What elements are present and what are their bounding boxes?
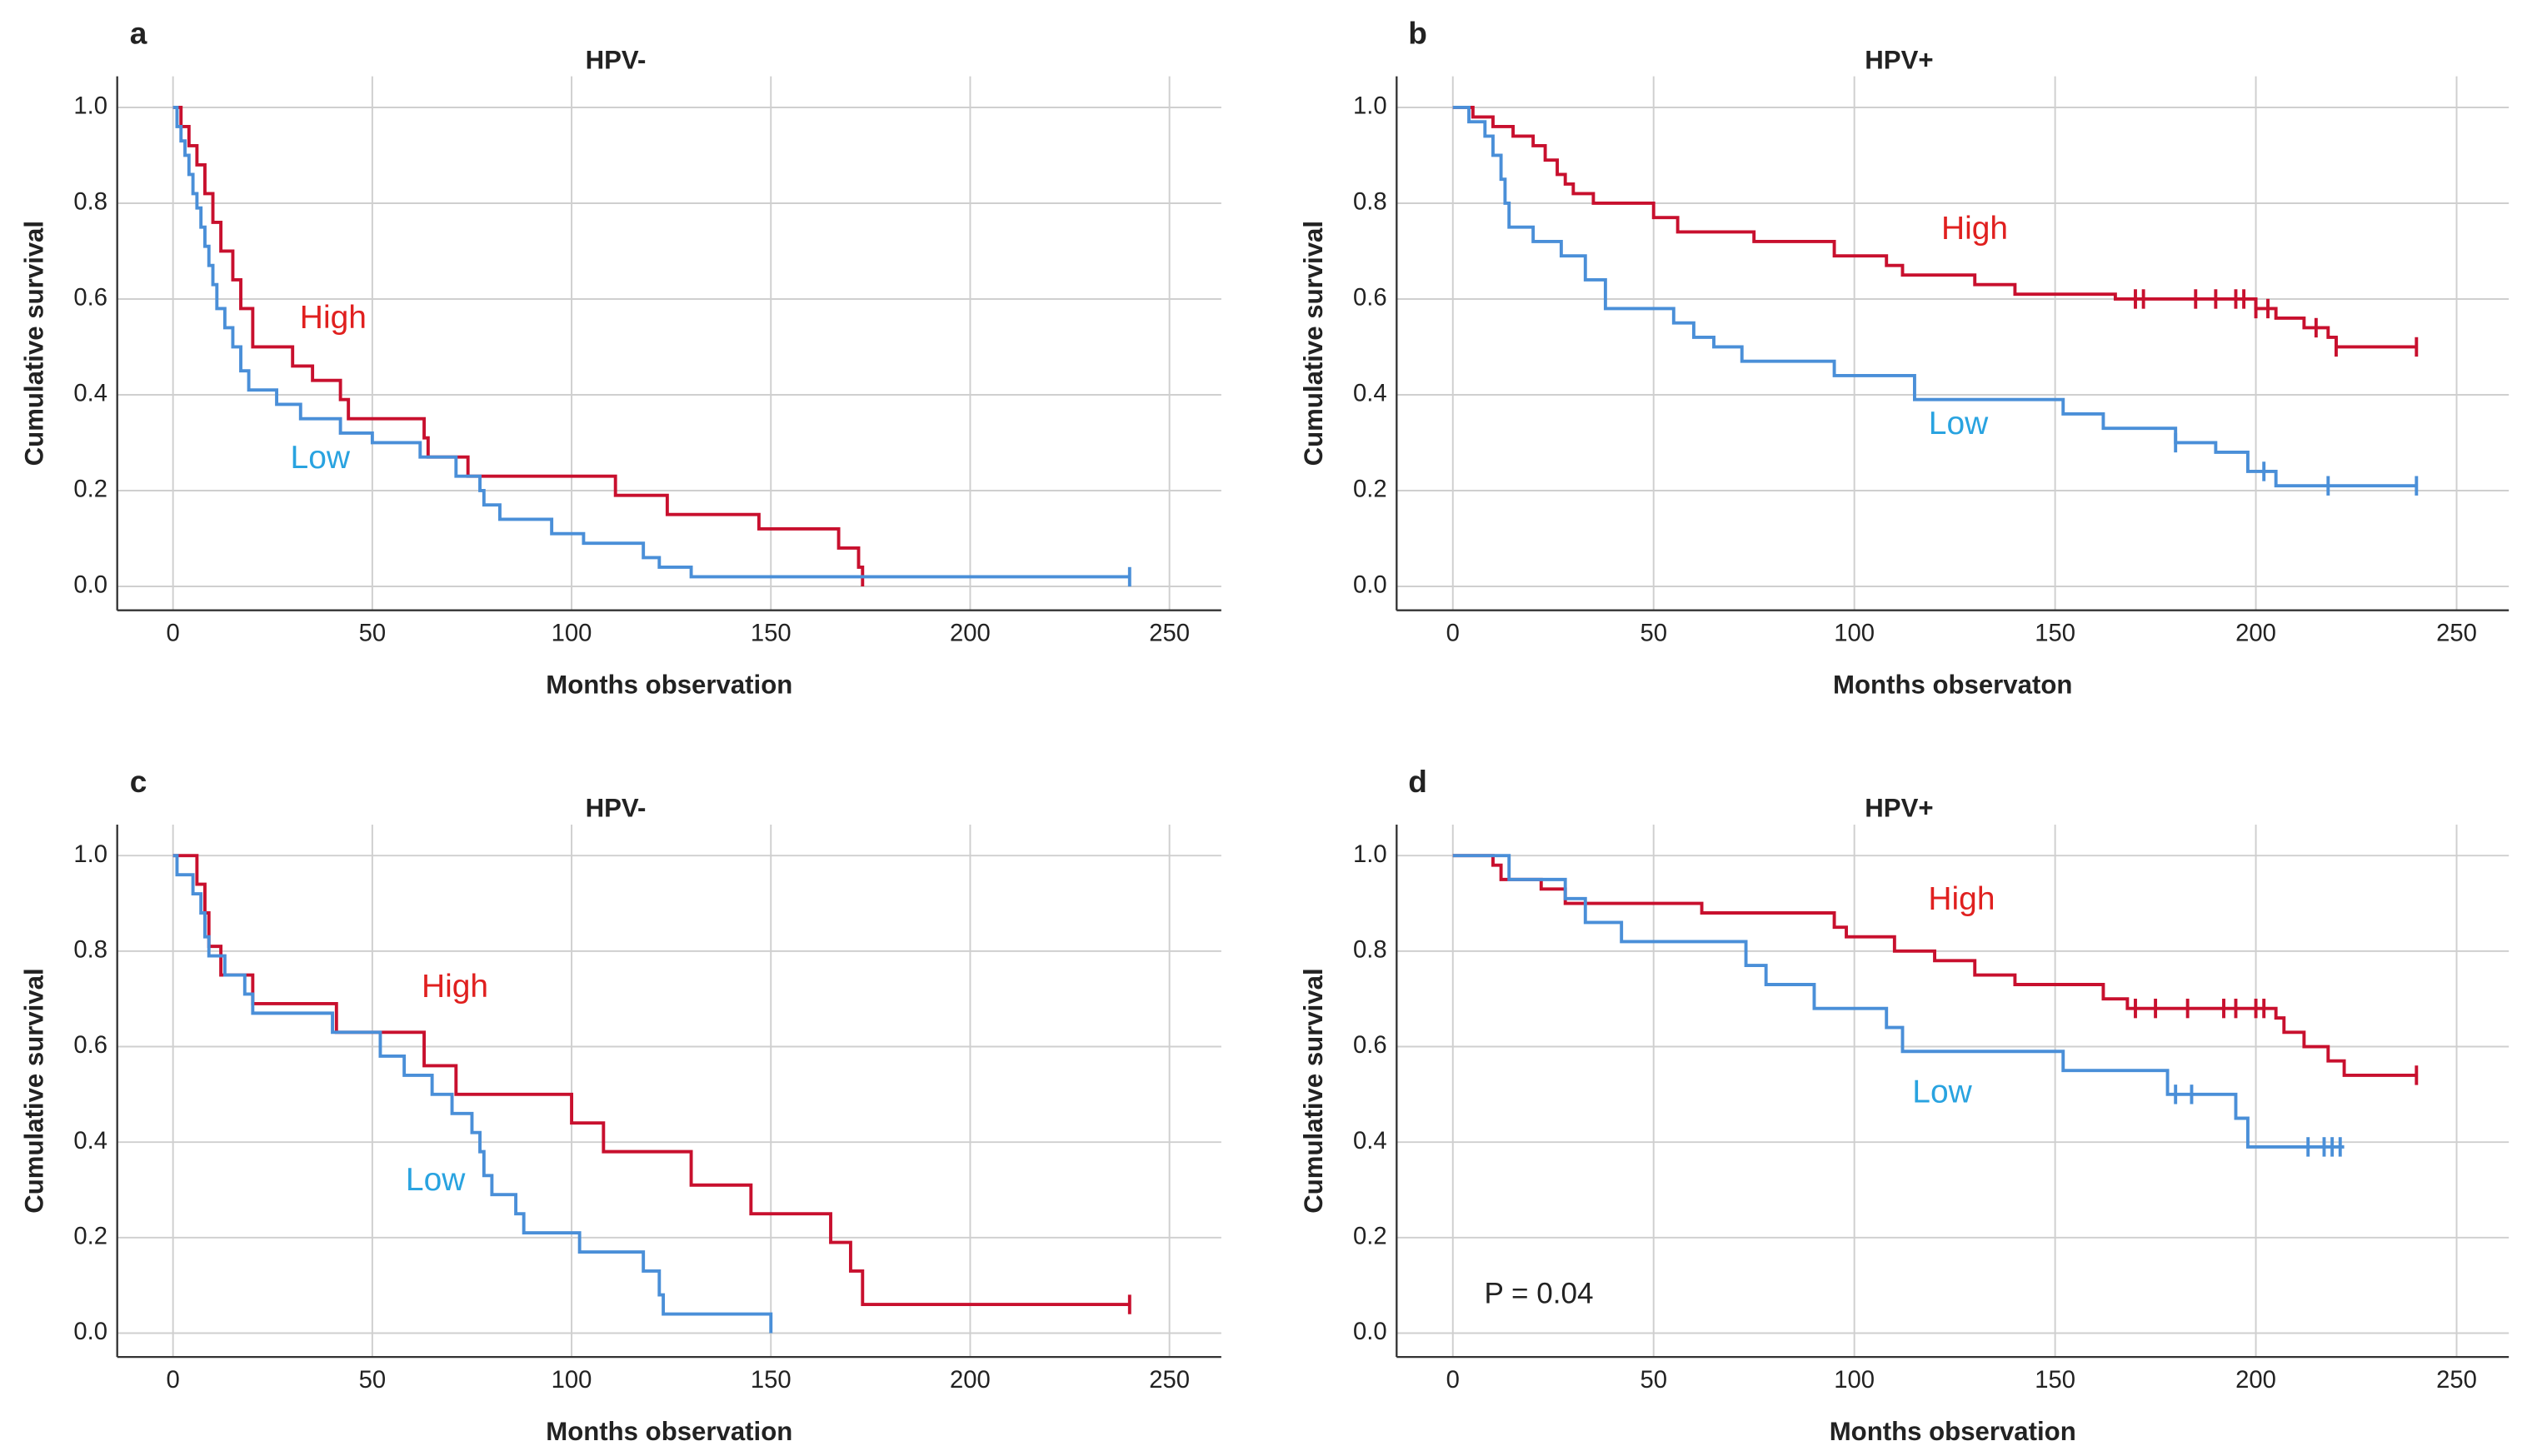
y-axis-label: Cumulative survival bbox=[1299, 968, 1328, 1213]
x-tick-label: 200 bbox=[2235, 621, 2276, 647]
y-tick-label: 0.2 bbox=[1353, 1224, 1387, 1250]
survival-curve bbox=[172, 106, 1130, 579]
series-label: High bbox=[1941, 211, 2008, 247]
y-axis-label: Cumulative survival bbox=[20, 221, 49, 466]
y-tick-label: 0.6 bbox=[1353, 285, 1387, 312]
survival-curve bbox=[172, 854, 1130, 1307]
y-axis-label: Cumulative survival bbox=[20, 968, 49, 1213]
y-tick-label: 0.8 bbox=[73, 937, 107, 964]
y-tick-label: 1.0 bbox=[73, 93, 107, 120]
x-tick-label: 200 bbox=[950, 1367, 991, 1394]
y-tick-label: 0.0 bbox=[1353, 572, 1387, 599]
y-tick-label: 0.8 bbox=[73, 189, 107, 216]
series-label: Low bbox=[1929, 406, 1989, 441]
x-tick-label: 50 bbox=[359, 621, 387, 647]
chart-title: HPV- bbox=[586, 45, 647, 74]
y-tick-label: 0.2 bbox=[73, 476, 107, 503]
y-tick-label: 0.6 bbox=[73, 1032, 107, 1059]
y-tick-label: 0.4 bbox=[73, 381, 107, 407]
y-tick-label: 0.8 bbox=[1353, 189, 1387, 216]
survival-curve bbox=[1452, 106, 2417, 349]
y-tick-label: 1.0 bbox=[1353, 841, 1387, 868]
x-tick-label: 100 bbox=[552, 1367, 592, 1394]
y-tick-label: 0.2 bbox=[1353, 476, 1387, 503]
x-tick-label: 250 bbox=[2436, 1367, 2477, 1394]
x-tick-label: 50 bbox=[359, 1367, 387, 1394]
y-tick-label: 0.0 bbox=[1353, 1319, 1387, 1345]
x-tick-label: 200 bbox=[950, 621, 991, 647]
y-tick-label: 0.4 bbox=[1353, 1128, 1387, 1154]
x-tick-label: 100 bbox=[1834, 621, 1875, 647]
x-tick-label: 150 bbox=[751, 1367, 792, 1394]
y-tick-label: 0.0 bbox=[73, 572, 107, 599]
y-tick-label: 0.6 bbox=[1353, 1032, 1387, 1059]
panel-letter: c bbox=[130, 764, 147, 799]
x-tick-label: 250 bbox=[1149, 621, 1190, 647]
x-axis-label: Months observaton bbox=[1833, 671, 2072, 700]
y-tick-label: 0.0 bbox=[73, 1319, 107, 1345]
chart-title: HPV+ bbox=[1865, 45, 1933, 74]
series-label: High bbox=[1928, 881, 1995, 917]
x-tick-label: 150 bbox=[2035, 621, 2075, 647]
x-tick-label: 0 bbox=[167, 621, 180, 647]
x-axis-label: Months observation bbox=[546, 671, 792, 700]
x-axis-label: Months observation bbox=[546, 1417, 792, 1446]
x-tick-label: 0 bbox=[167, 1367, 180, 1394]
y-tick-label: 0.4 bbox=[73, 1128, 107, 1154]
survival-curve bbox=[172, 854, 773, 1334]
y-tick-label: 1.0 bbox=[1353, 93, 1387, 120]
series-label: Low bbox=[406, 1162, 466, 1198]
x-tick-label: 200 bbox=[2235, 1367, 2276, 1394]
x-tick-label: 150 bbox=[751, 621, 792, 647]
y-tick-label: 0.4 bbox=[1353, 381, 1387, 407]
series-label: Low bbox=[291, 440, 351, 476]
x-tick-label: 250 bbox=[1149, 1367, 1190, 1394]
y-tick-label: 1.0 bbox=[73, 841, 107, 868]
x-tick-label: 50 bbox=[1640, 621, 1667, 647]
survival-curve bbox=[1452, 854, 2417, 1077]
y-tick-label: 0.6 bbox=[73, 285, 107, 312]
x-tick-label: 50 bbox=[1640, 1367, 1667, 1394]
x-tick-label: 100 bbox=[1834, 1367, 1875, 1394]
x-tick-label: 100 bbox=[552, 621, 592, 647]
series-label: Low bbox=[1912, 1075, 1972, 1110]
panel-letter: d bbox=[1408, 764, 1427, 799]
x-axis-label: Months observation bbox=[1830, 1417, 2076, 1446]
x-tick-label: 0 bbox=[1446, 1367, 1460, 1394]
series-label: High bbox=[300, 300, 367, 336]
panel-letter: a bbox=[130, 16, 147, 51]
x-tick-label: 250 bbox=[2436, 621, 2477, 647]
x-tick-label: 0 bbox=[1446, 621, 1460, 647]
survival-curve bbox=[172, 106, 865, 586]
y-tick-label: 0.8 bbox=[1353, 937, 1387, 964]
survival-curve bbox=[1452, 854, 2345, 1149]
chart-title: HPV- bbox=[586, 794, 647, 823]
series-label: High bbox=[422, 969, 488, 1005]
x-tick-label: 150 bbox=[2035, 1367, 2075, 1394]
panel-letter: b bbox=[1408, 16, 1427, 51]
y-axis-label: Cumulative survival bbox=[1299, 221, 1328, 466]
chart-title: HPV+ bbox=[1865, 794, 1933, 823]
y-tick-label: 0.2 bbox=[73, 1224, 107, 1250]
annotation: P = 0.04 bbox=[1485, 1277, 1594, 1309]
